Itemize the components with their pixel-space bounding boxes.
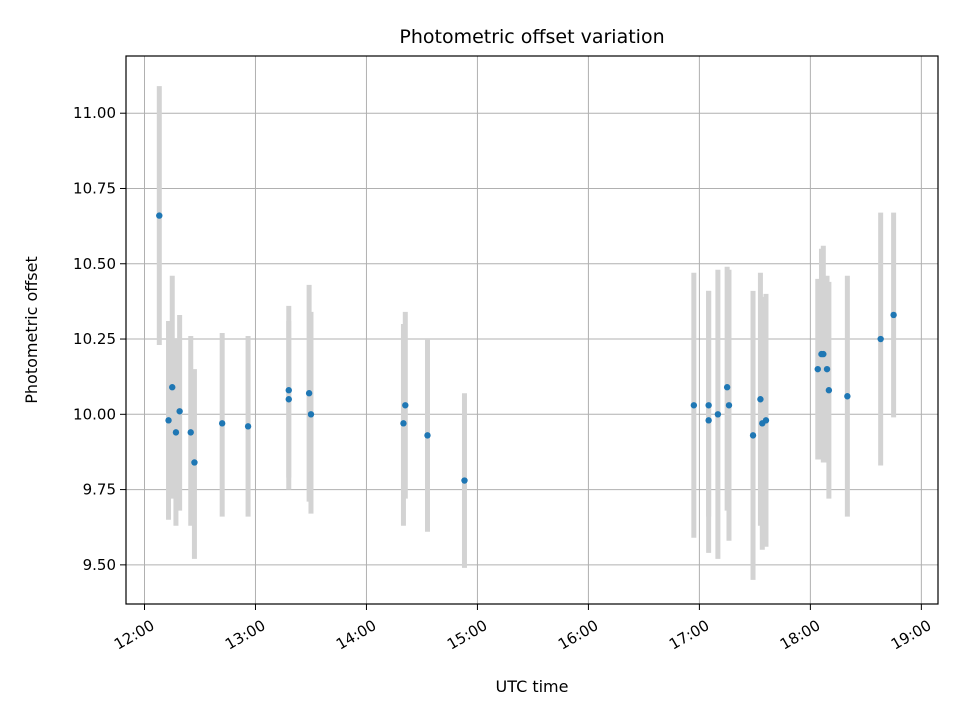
y-tick-label: 9.50 [83, 556, 116, 574]
data-point [844, 393, 851, 400]
y-tick-label: 10.25 [73, 330, 116, 348]
data-point [402, 402, 409, 409]
data-point [877, 335, 884, 343]
y-tick-label: 10.75 [73, 179, 116, 197]
data-point [890, 311, 897, 319]
data-point [165, 417, 172, 424]
y-tick-label: 11.00 [73, 104, 116, 122]
data-point [461, 477, 468, 484]
data-point [424, 432, 431, 439]
data-point [705, 417, 712, 424]
data-point [690, 402, 698, 409]
data-point [218, 420, 226, 427]
data-point [749, 432, 757, 439]
data-point [305, 390, 313, 397]
plot-frame [125, 55, 939, 605]
data-point [762, 417, 770, 424]
data-point [820, 350, 827, 358]
data-point [169, 384, 176, 391]
data-point [400, 420, 407, 427]
data-point [187, 429, 194, 436]
data-point [172, 429, 180, 436]
data-point [825, 387, 833, 394]
data-point [705, 402, 712, 409]
grid-layer [126, 56, 938, 604]
data-point [285, 387, 292, 394]
chart-title: Photometric offset variation [399, 26, 664, 48]
data-point [725, 402, 733, 409]
data-point [723, 384, 731, 391]
data-point [176, 408, 183, 415]
y-tick-label: 10.00 [73, 405, 116, 423]
x-axis-title: UTC time [496, 677, 569, 696]
data-point [757, 396, 764, 403]
data-point [244, 423, 252, 430]
y-tick-label: 10.50 [73, 255, 116, 273]
marker-layer [156, 212, 897, 484]
data-point [191, 459, 198, 466]
data-point [714, 411, 722, 418]
y-axis-title: Photometric offset [22, 256, 41, 404]
data-point [814, 365, 821, 373]
data-point [156, 212, 163, 219]
data-point [823, 365, 831, 373]
data-point [285, 396, 292, 403]
y-tick-label: 9.75 [83, 481, 116, 499]
data-point [307, 411, 315, 418]
